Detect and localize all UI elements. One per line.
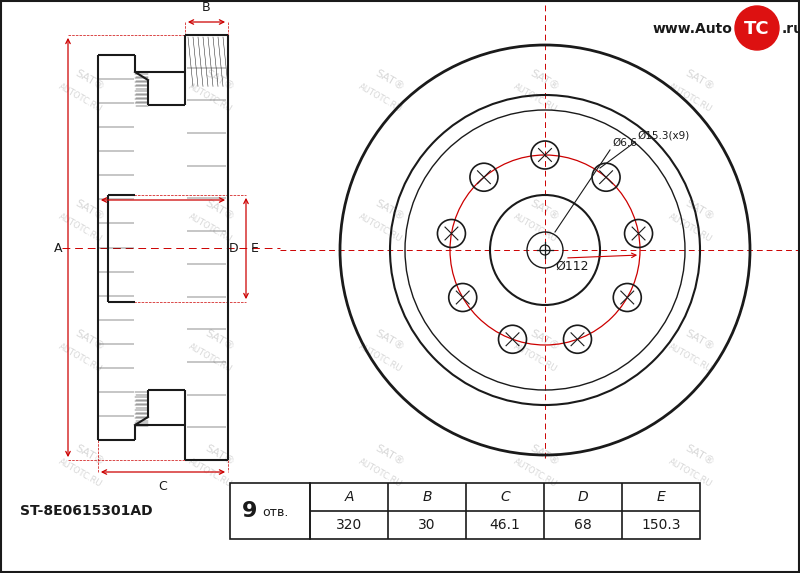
Text: 30: 30	[418, 518, 436, 532]
Text: SAT®: SAT®	[74, 198, 106, 222]
Text: 68: 68	[574, 518, 592, 532]
Text: AUTOTC.RU: AUTOTC.RU	[357, 82, 403, 114]
Text: ST-8E0615301AD: ST-8E0615301AD	[20, 504, 153, 518]
Text: AUTOTC.RU: AUTOTC.RU	[357, 342, 403, 374]
Text: Ø6.6: Ø6.6	[612, 138, 637, 148]
Text: AUTOTC.RU: AUTOTC.RU	[666, 82, 714, 114]
Text: SAT®: SAT®	[204, 443, 236, 468]
Bar	[310, 483, 700, 539]
Text: AUTOTC.RU: AUTOTC.RU	[357, 212, 403, 244]
Text: SAT®: SAT®	[374, 198, 406, 222]
Text: B: B	[202, 1, 211, 14]
Text: отв.: отв.	[262, 507, 288, 520]
Text: SAT®: SAT®	[374, 443, 406, 468]
Text: AUTOTC.RU: AUTOTC.RU	[666, 342, 714, 374]
Text: SAT®: SAT®	[684, 443, 716, 468]
Text: SAT®: SAT®	[684, 328, 716, 352]
Text: www.Auto: www.Auto	[652, 22, 732, 36]
Bar	[230, 483, 310, 539]
Text: A: A	[54, 241, 62, 254]
Text: C: C	[500, 490, 510, 504]
Text: AUTOTC.RU: AUTOTC.RU	[57, 342, 103, 374]
Text: AUTOTC.RU: AUTOTC.RU	[57, 82, 103, 114]
Text: Ø112: Ø112	[555, 260, 589, 273]
Text: SAT®: SAT®	[74, 68, 106, 92]
Text: SAT®: SAT®	[204, 198, 236, 222]
Text: A: A	[344, 490, 354, 504]
Text: SAT®: SAT®	[684, 68, 716, 92]
Text: SAT®: SAT®	[684, 198, 716, 222]
Text: E: E	[657, 490, 666, 504]
Text: .ru: .ru	[782, 22, 800, 36]
Text: SAT®: SAT®	[529, 443, 562, 468]
Text: AUTOTC.RU: AUTOTC.RU	[512, 342, 558, 374]
Text: AUTOTC.RU: AUTOTC.RU	[186, 342, 234, 374]
Text: D: D	[578, 490, 588, 504]
Circle shape	[735, 6, 779, 50]
Text: SAT®: SAT®	[374, 328, 406, 352]
Text: AUTOTC.RU: AUTOTC.RU	[57, 457, 103, 489]
Text: AUTOTC.RU: AUTOTC.RU	[186, 212, 234, 244]
Text: B: B	[422, 490, 432, 504]
Text: 150.3: 150.3	[642, 518, 681, 532]
Text: TC: TC	[744, 20, 770, 38]
Text: SAT®: SAT®	[374, 68, 406, 92]
Text: AUTOTC.RU: AUTOTC.RU	[57, 212, 103, 244]
Text: SAT®: SAT®	[529, 198, 562, 222]
Text: 9: 9	[242, 501, 258, 521]
Text: C: C	[158, 480, 167, 493]
Text: AUTOTC.RU: AUTOTC.RU	[186, 457, 234, 489]
Text: 320: 320	[336, 518, 362, 532]
Text: Ø15.3(x9): Ø15.3(x9)	[637, 130, 690, 140]
Text: AUTOTC.RU: AUTOTC.RU	[512, 212, 558, 244]
Text: SAT®: SAT®	[74, 443, 106, 468]
Text: AUTOTC.RU: AUTOTC.RU	[186, 82, 234, 114]
Text: SAT®: SAT®	[529, 68, 562, 92]
Text: E: E	[251, 241, 259, 254]
Text: SAT®: SAT®	[204, 68, 236, 92]
Text: AUTOTC.RU: AUTOTC.RU	[512, 457, 558, 489]
Text: AUTOTC.RU: AUTOTC.RU	[666, 212, 714, 244]
Text: 46.1: 46.1	[490, 518, 521, 532]
Text: D: D	[228, 241, 238, 254]
Text: AUTOTC.RU: AUTOTC.RU	[666, 457, 714, 489]
Text: SAT®: SAT®	[204, 328, 236, 352]
Text: SAT®: SAT®	[529, 328, 562, 352]
Text: AUTOTC.RU: AUTOTC.RU	[357, 457, 403, 489]
Text: AUTOTC.RU: AUTOTC.RU	[512, 82, 558, 114]
Text: SAT®: SAT®	[74, 328, 106, 352]
